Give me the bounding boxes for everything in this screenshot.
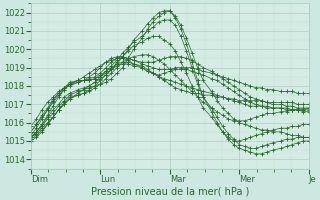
X-axis label: Pression niveau de la mer( hPa ): Pression niveau de la mer( hPa ) — [91, 187, 249, 197]
